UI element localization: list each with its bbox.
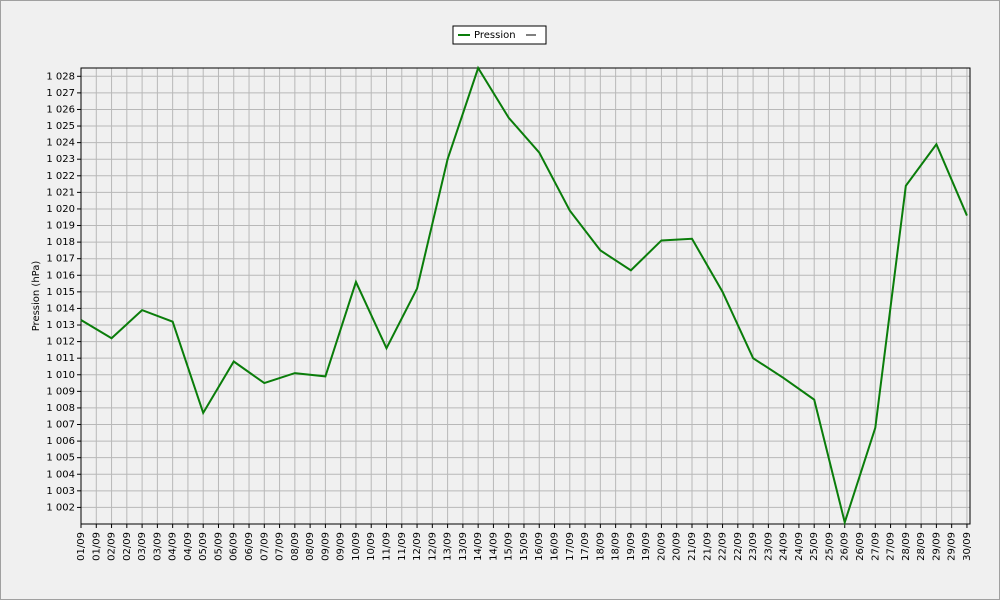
y-tick-label: 1 015: [46, 287, 75, 298]
y-tick-label: 1 003: [46, 486, 75, 497]
x-tick-label: 07/09: [259, 532, 270, 561]
y-tick-label: 1 014: [46, 303, 75, 314]
x-tick-label: 26/09: [840, 532, 851, 561]
x-tick-label: 11/09: [381, 532, 392, 561]
x-tick-label: 08/09: [305, 532, 316, 561]
x-tick-label: 23/09: [748, 532, 759, 561]
x-tick-label: 22/09: [733, 532, 744, 561]
x-tick-label: 29/09: [931, 532, 942, 561]
data-line: [80, 65, 968, 526]
y-tick-label: 1 021: [46, 187, 75, 198]
plot-area: [81, 68, 970, 524]
x-tick-label: 06/09: [244, 532, 255, 561]
x-tick-label: 24/09: [779, 532, 790, 561]
y-tick-label: 1 028: [46, 71, 75, 82]
x-tick-label: 23/09: [763, 532, 774, 561]
x-tick-label: 18/09: [611, 532, 622, 561]
x-tick-label: 10/09: [366, 532, 377, 561]
y-tick-label: 1 026: [46, 104, 75, 115]
y-tick-label: 1 002: [46, 502, 75, 513]
y-tick-label: 1 009: [46, 386, 75, 397]
x-tick-label: 09/09: [320, 532, 331, 561]
x-tick-label: 27/09: [886, 532, 897, 561]
y-tick-label: 1 007: [46, 420, 75, 431]
y-tick-label: 1 010: [46, 370, 75, 381]
x-tick-label: 02/09: [122, 532, 133, 561]
x-tick-label: 19/09: [641, 532, 652, 561]
y-tick-label: 1 008: [46, 403, 75, 414]
y-tick-label: 1 016: [46, 270, 75, 281]
x-tick-label: 13/09: [458, 532, 469, 561]
y-tick-label: 1 017: [46, 254, 75, 265]
y-tick-label: 1 004: [46, 469, 75, 480]
x-tick-label: 16/09: [534, 532, 545, 561]
x-tick-label: 20/09: [672, 532, 683, 561]
x-tick-label: 03/09: [152, 532, 163, 561]
x-tick-label: 26/09: [855, 532, 866, 561]
x-tick-label: 27/09: [870, 532, 881, 561]
x-tick-label: 05/09: [213, 532, 224, 561]
y-tick-label: 1 023: [46, 154, 75, 165]
x-tick-label: 12/09: [412, 532, 423, 561]
y-tick-label: 1 011: [46, 353, 75, 364]
x-tick-label: 22/09: [718, 532, 729, 561]
y-tick-label: 1 006: [46, 436, 75, 447]
y-tick-label: 1 027: [46, 88, 75, 99]
x-tick-label: 17/09: [565, 532, 576, 561]
x-tick-label: 21/09: [687, 532, 698, 561]
x-tick-label: 18/09: [595, 532, 606, 561]
x-tick-label: 21/09: [702, 532, 713, 561]
y-tick-label: 1 024: [46, 138, 75, 149]
x-tick-label: 19/09: [626, 532, 637, 561]
x-tick-label: 08/09: [290, 532, 301, 561]
x-tick-label: 02/09: [107, 532, 118, 561]
x-tick-label: 10/09: [351, 532, 362, 561]
x-tick-label: 30/09: [962, 532, 973, 561]
x-tick-label: 14/09: [473, 532, 484, 561]
x-tick-label: 04/09: [183, 532, 194, 561]
plot-border: [80, 67, 971, 525]
x-tick-label: 14/09: [488, 532, 499, 561]
y-tick-label: 1 005: [46, 453, 75, 464]
y-tick-label: 1 020: [46, 204, 75, 215]
x-tick-label: 17/09: [580, 532, 591, 561]
x-tick-label: 03/09: [137, 532, 148, 561]
legend: [452, 25, 547, 45]
y-tick-label: 1 019: [46, 221, 75, 232]
y-tick-label: 1 025: [46, 121, 75, 132]
x-tick-label: 16/09: [550, 532, 561, 561]
x-tick-label: 24/09: [794, 532, 805, 561]
y-tick-label: 1 018: [46, 237, 75, 248]
x-tick-label: 04/09: [168, 532, 179, 561]
y-tick-label: 1 022: [46, 171, 75, 182]
x-tick-label: 29/09: [947, 532, 958, 561]
x-tick-label: 12/09: [427, 532, 438, 561]
x-tick-label: 25/09: [809, 532, 820, 561]
y-axis-label: Pression (hPa): [31, 261, 42, 332]
x-tick-label: 20/09: [656, 532, 667, 561]
y-tick-label: 1 012: [46, 337, 75, 348]
x-tick-label: 06/09: [229, 532, 240, 561]
x-tick-label: 28/09: [901, 532, 912, 561]
x-tick-label: 07/09: [275, 532, 286, 561]
x-tick-label: 11/09: [397, 532, 408, 561]
x-tick-label: 28/09: [916, 532, 927, 561]
x-tick-label: 01/09: [91, 532, 102, 561]
x-tick-label: 15/09: [504, 532, 515, 561]
x-tick-label: 01/09: [76, 532, 87, 561]
x-tick-label: 25/09: [824, 532, 835, 561]
x-tick-label: 09/09: [336, 532, 347, 561]
legend-label: Pression: [474, 30, 516, 41]
y-tick-label: 1 013: [46, 320, 75, 331]
x-tick-label: 05/09: [198, 532, 209, 561]
legend-box: [452, 25, 547, 45]
x-tick-label: 15/09: [519, 532, 530, 561]
x-tick-label: 13/09: [443, 532, 454, 561]
